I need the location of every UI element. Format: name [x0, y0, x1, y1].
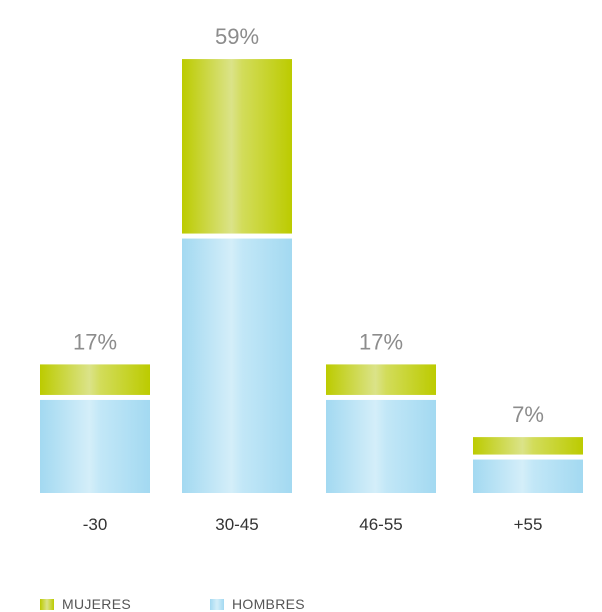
bars-group	[40, 59, 583, 493]
bar-hombres--55	[473, 459, 583, 493]
bar-hombres--30	[40, 399, 150, 493]
legend-item-hombres: HOMBRES	[210, 596, 380, 612]
legend-swatch-hombres	[210, 598, 224, 610]
bar-hombres-46-55	[326, 399, 436, 493]
category-label--55: +55	[514, 515, 543, 534]
legend-swatch-mujeres	[40, 598, 54, 610]
category-label--30: -30	[83, 515, 108, 534]
bar-hombres-30-45	[182, 238, 292, 493]
legend-item-mujeres: MUJERES	[40, 596, 210, 612]
bar-mujeres-46-55	[326, 364, 436, 395]
labels-group: 17% -30 59% 30-45 17% 46-55 7% +55	[73, 24, 544, 534]
legend-label-hombres: HOMBRES	[232, 596, 305, 612]
total-label--30: 17%	[73, 329, 117, 354]
legend-label-mujeres: MUJERES	[62, 596, 131, 612]
bar-mujeres-30-45	[182, 59, 292, 234]
legend: MUJERES HOMBRES	[40, 596, 380, 612]
total-label-46-55: 17%	[359, 329, 403, 354]
category-label-46-55: 46-55	[359, 515, 402, 534]
bar-mujeres--55	[473, 437, 583, 455]
total-label--55: 7%	[512, 402, 544, 427]
total-label-30-45: 59%	[215, 24, 259, 49]
bar-mujeres--30	[40, 364, 150, 395]
category-label-30-45: 30-45	[215, 515, 258, 534]
